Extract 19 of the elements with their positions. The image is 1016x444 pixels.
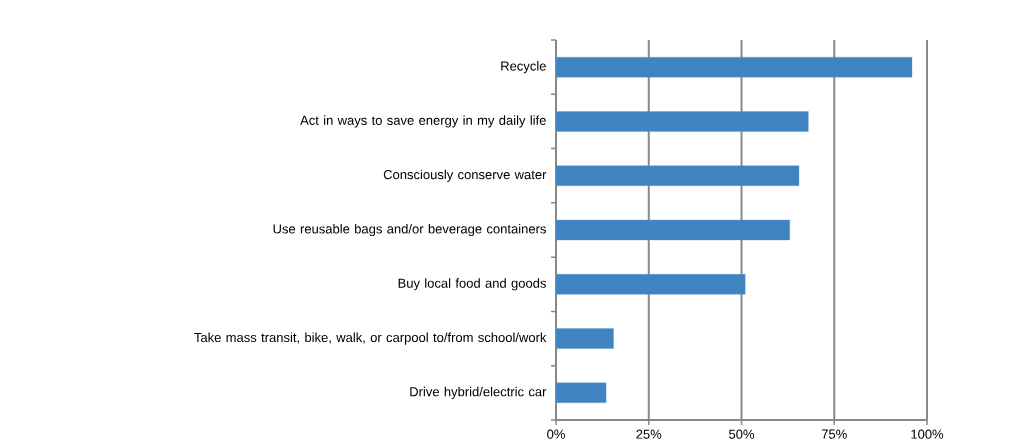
- y-tick-label: Take mass transit, bike, walk, or carpool to/from school/work: [194, 332, 547, 345]
- x-tick-label: 100%: [911, 429, 944, 439]
- x-tick-label: 75%: [821, 429, 847, 439]
- y-tick-label: Use reusable bags and/or beverage containers: [273, 223, 546, 237]
- bar: [556, 165, 800, 186]
- y-tick-label: Drive hybrid/electric car: [410, 386, 547, 399]
- bar: [556, 56, 913, 78]
- y-tick-label: Act in ways to save energy in my daily life: [300, 115, 546, 128]
- y-tick-label: Recycle: [501, 61, 546, 74]
- y-tick-label: Buy local food and goods: [398, 278, 546, 291]
- bar: [556, 328, 614, 349]
- x-tick-label: 50%: [729, 429, 755, 439]
- y-tick-label: Consciously conserve water: [383, 169, 547, 182]
- bar: [556, 274, 746, 295]
- bar: [556, 111, 809, 132]
- x-tick-label: 25%: [636, 429, 662, 439]
- x-tick-label: 0%: [547, 429, 565, 439]
- bar: [556, 382, 607, 404]
- bar: [556, 219, 790, 241]
